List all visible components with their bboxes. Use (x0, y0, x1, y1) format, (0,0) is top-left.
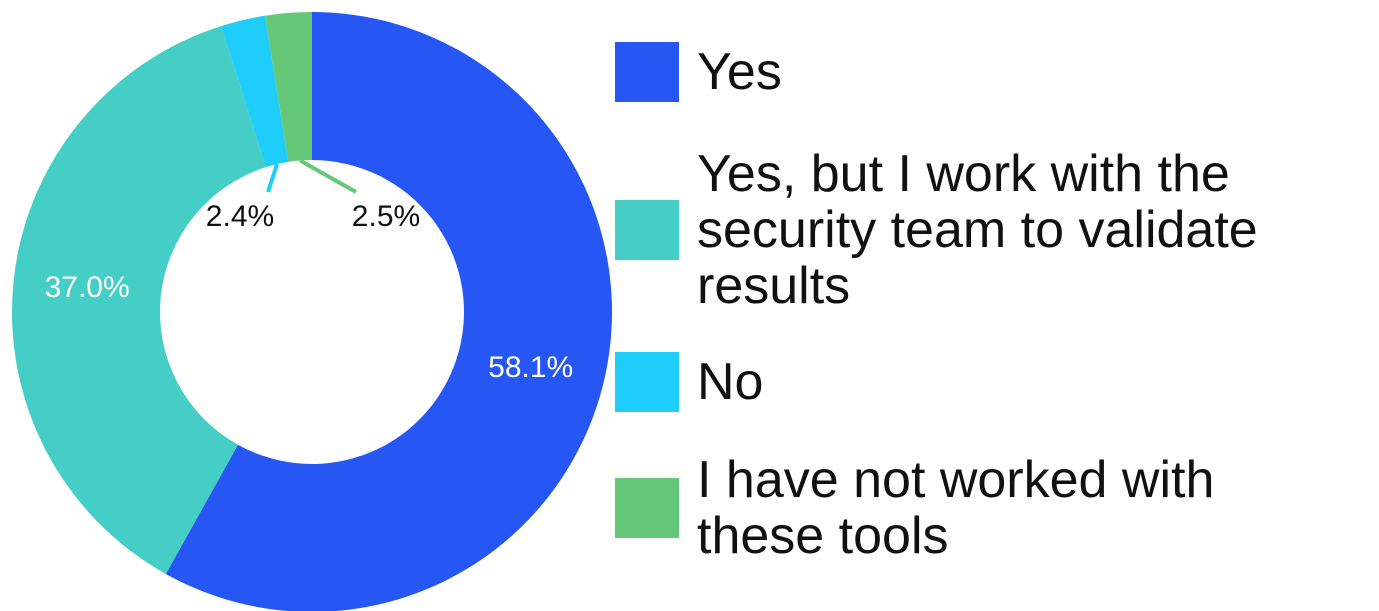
data-label-yes-but: 37.0% (45, 271, 130, 304)
slice-no (221, 15, 289, 168)
donut-chart-svg: 58.1% 37.0% 2.4% 2.5% (11, 12, 612, 611)
legend-swatch-yes (615, 42, 679, 102)
slice-yes-but (11, 26, 266, 574)
legend-label-yes-but: Yes, but I work with the security team t… (697, 145, 1258, 315)
legend-item-yes-but: Yes, but I work with the security team t… (615, 146, 1379, 314)
data-label-not-worked: 2.5% (352, 200, 420, 233)
legend-swatch-yes-but (615, 200, 679, 260)
legend-item-no: No (615, 352, 763, 412)
data-label-no: 2.4% (206, 200, 274, 233)
leader-line-no (266, 163, 279, 193)
legend-swatch-not-worked (615, 478, 679, 538)
leader-line-not-worked (299, 158, 357, 194)
data-label-yes: 58.1% (488, 351, 573, 384)
legend-label-yes: Yes (697, 43, 782, 101)
slice-yes (165, 12, 612, 611)
legend-item-not-worked: I have not worked with these tools (615, 452, 1217, 564)
legend-label-not-worked: I have not worked with these tools (697, 451, 1215, 565)
legend-item-yes: Yes (615, 42, 782, 102)
legend-label-no: No (697, 353, 764, 411)
legend: Yes Yes, but I work with the security te… (615, 0, 1379, 611)
legend-swatch-no (615, 352, 679, 412)
slice-not-worked (265, 12, 312, 162)
